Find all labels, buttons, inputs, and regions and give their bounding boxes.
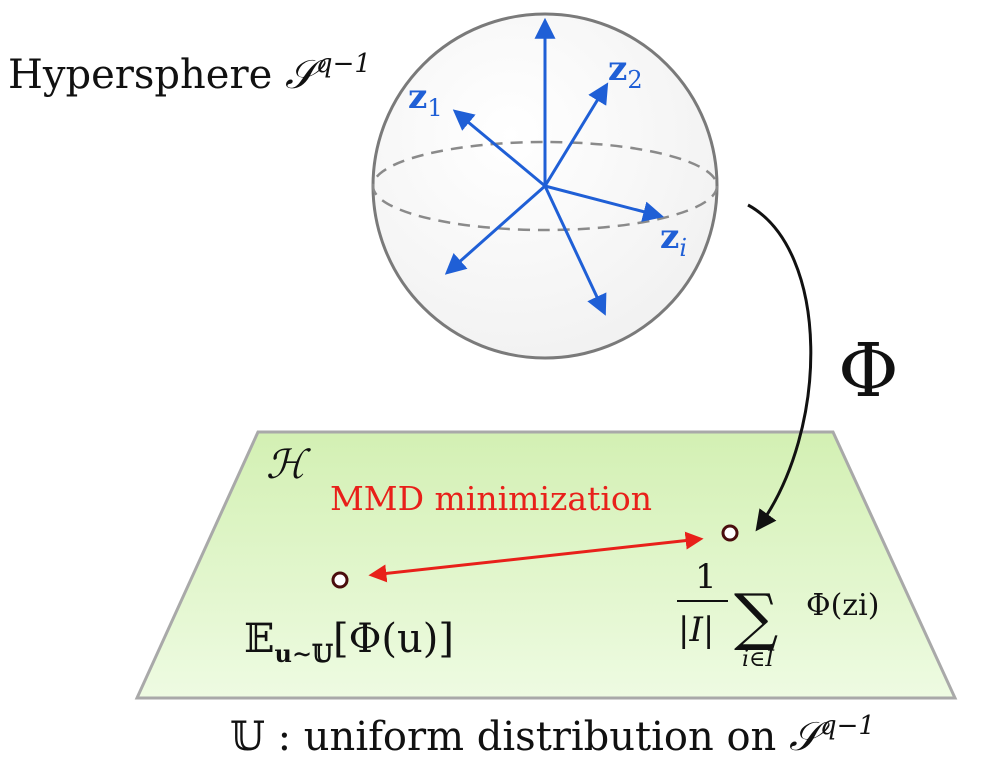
vector-label-zi: zi [660,217,687,262]
vector-label-z2: z2 [608,49,643,94]
plane-label: ℋ [266,442,311,488]
fraction-denominator: |I| [678,610,714,650]
vector-label-z1: z1 [408,77,443,122]
mmd-arrow [368,531,704,583]
sum-subscript: i∈I [742,647,775,672]
sphere-equator [371,140,719,232]
vector-lower-left [444,184,546,275]
vector-bundle [444,17,665,316]
sum-term: Φ(zi) [806,588,879,623]
hypersphere-title: Hypersphere 𝒮q−1 [8,49,371,98]
empirical-point [721,524,739,542]
vector-lower-right [543,185,607,316]
vector-zi [544,184,665,222]
vector-z1 [452,109,546,188]
expectation-formula: 𝔼u∼𝕌[Φ(u)] [244,616,454,668]
vector-z2 [543,82,609,187]
mmd-label: MMD minimization [330,479,652,518]
expectation-point [331,571,349,589]
sum-symbol: ∑ [734,580,778,653]
caption: 𝕌 : uniform distribution on 𝒮q−1 [230,711,875,760]
phi-mapping-arrow [747,203,813,532]
fraction-numerator: 1 [695,557,717,597]
phi-symbol: Φ [838,328,899,414]
empirical-formula: 1 |I| ∑ i∈I Φ(zi) [677,557,879,672]
